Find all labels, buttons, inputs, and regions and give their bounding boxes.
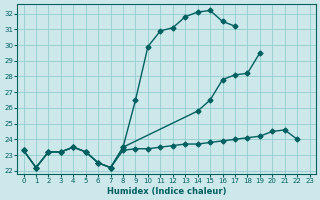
X-axis label: Humidex (Indice chaleur): Humidex (Indice chaleur) — [107, 187, 226, 196]
